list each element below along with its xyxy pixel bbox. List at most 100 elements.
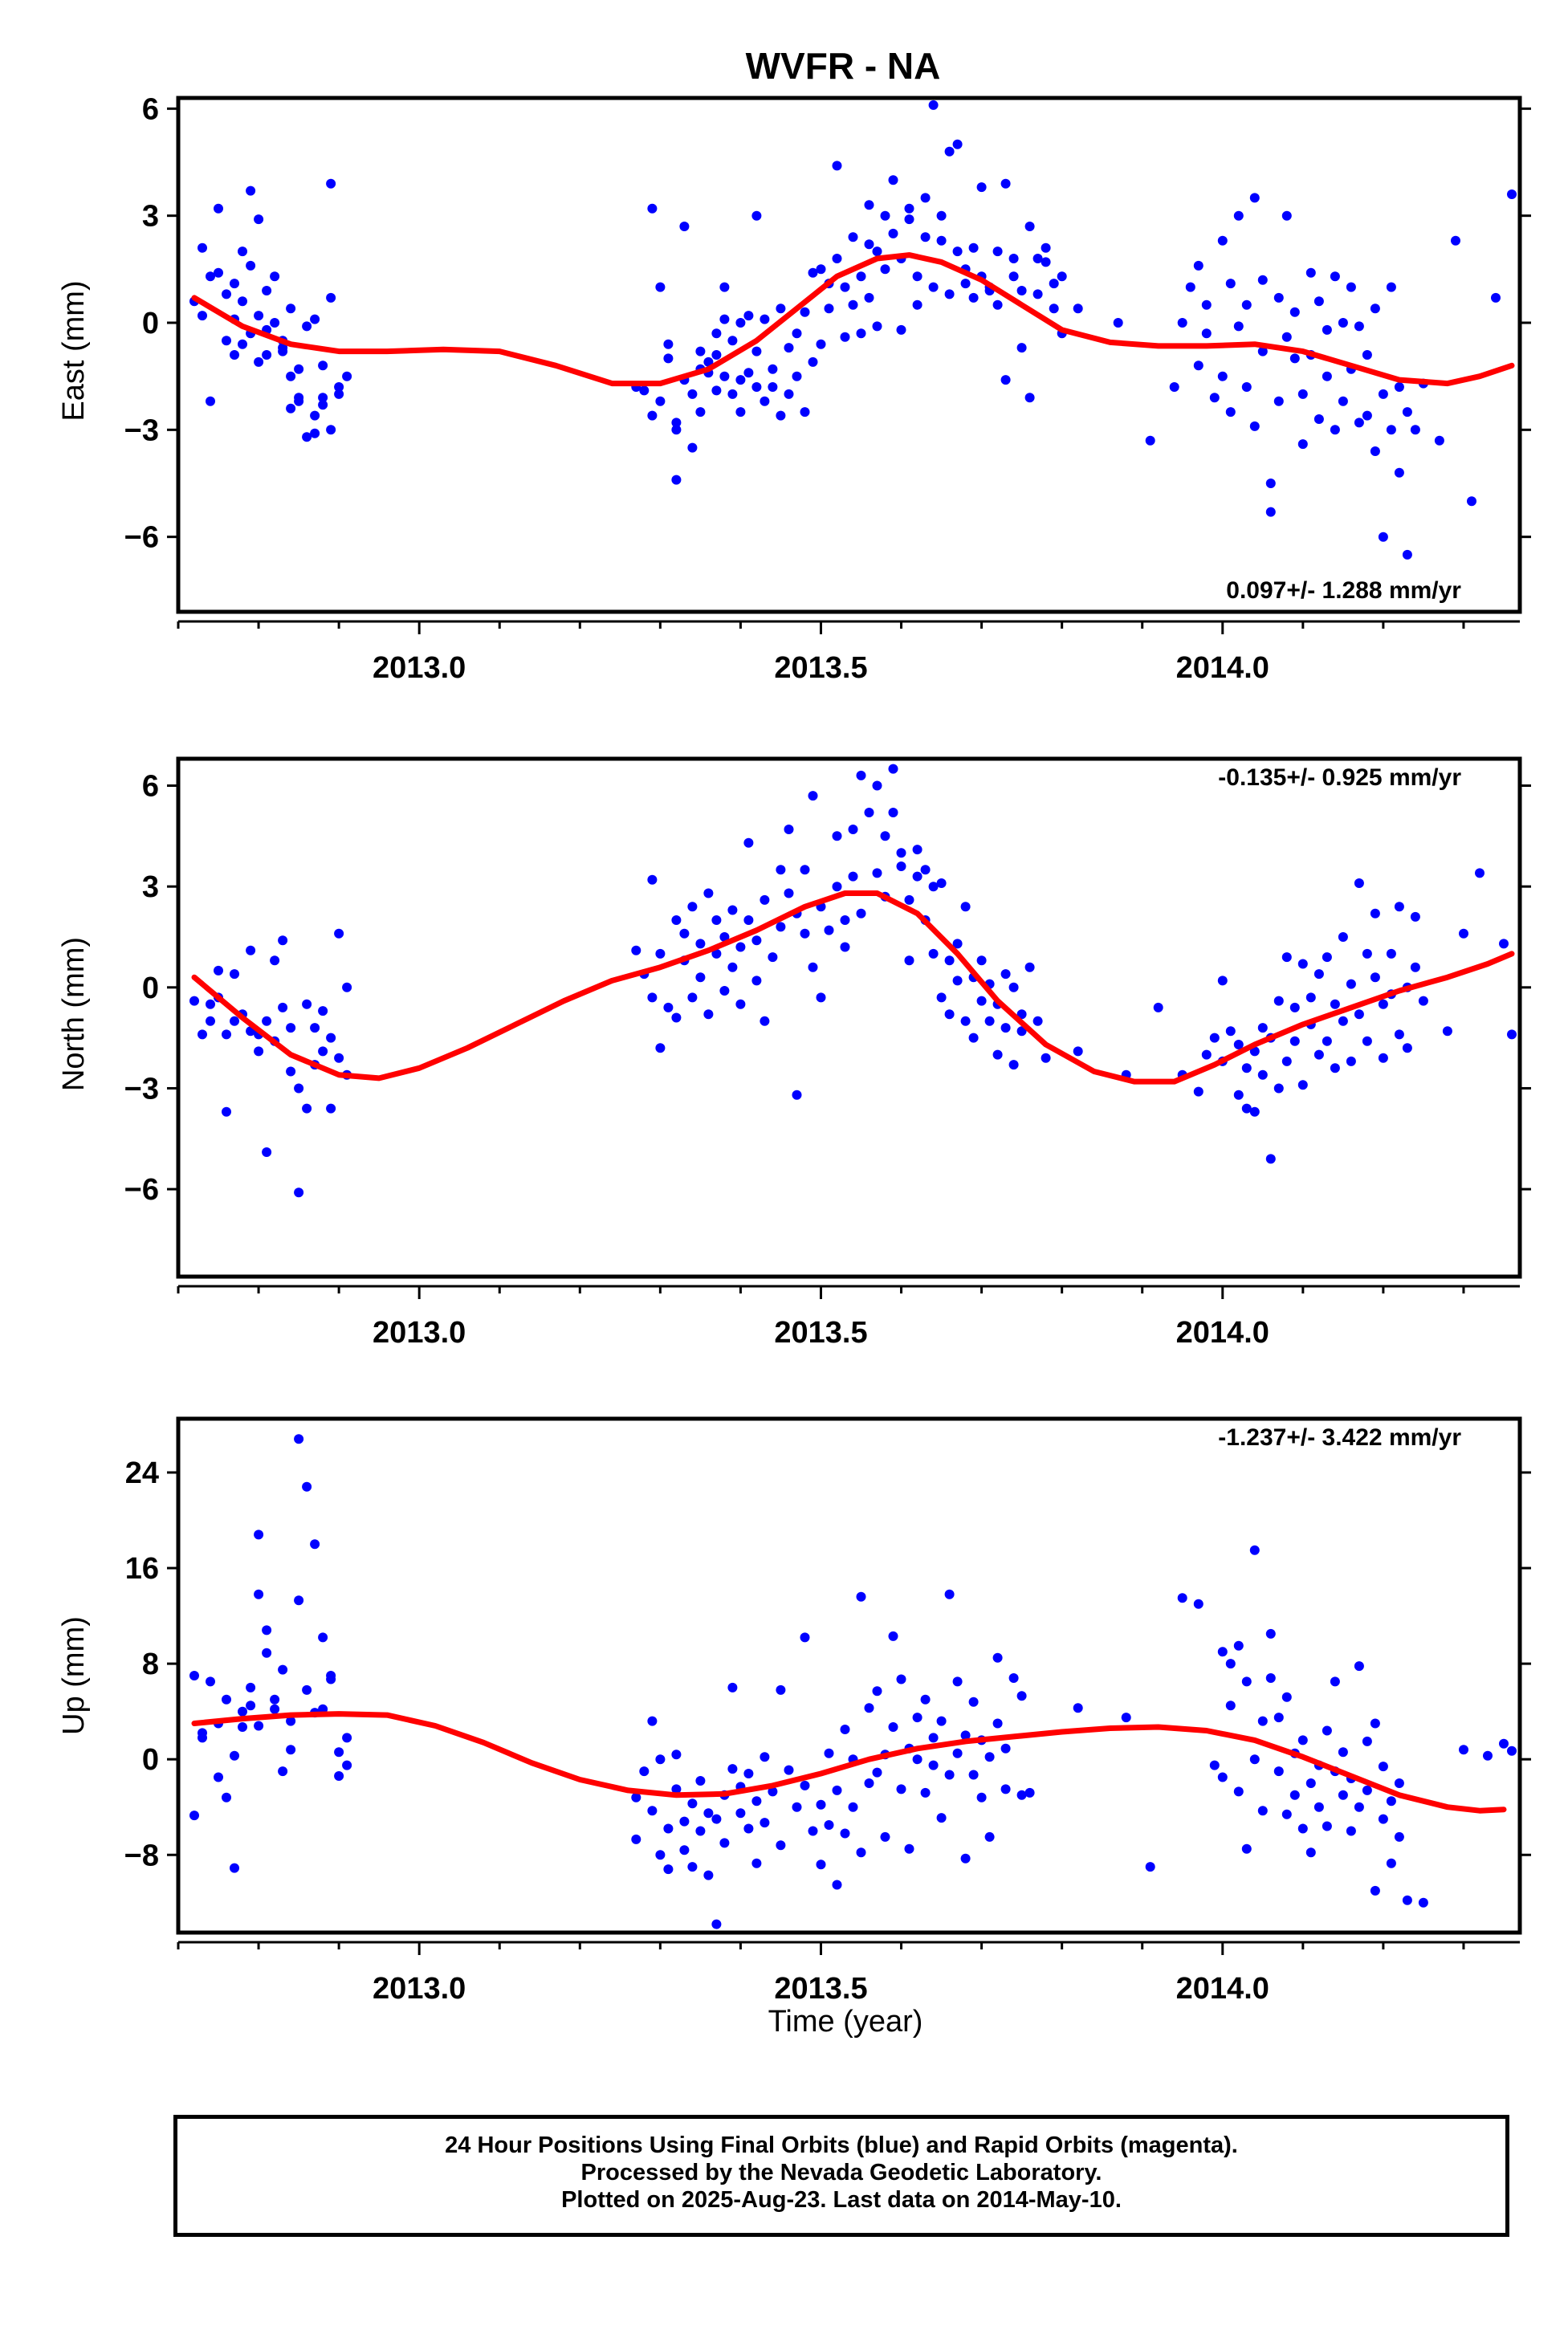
up-points [189, 1434, 1517, 1929]
up-data-point [735, 1808, 746, 1819]
east-data-point [1507, 189, 1517, 199]
east-data-point [326, 292, 336, 303]
east-data-point [784, 389, 794, 399]
up-data-point [1386, 1796, 1396, 1807]
up-data-point [711, 1814, 722, 1824]
up-data-point [663, 1823, 674, 1834]
up-data-point [936, 1813, 947, 1823]
east-data-point [1370, 303, 1380, 314]
north-data-point [735, 999, 746, 1009]
east-data-point [647, 203, 658, 214]
north-data-point [832, 831, 842, 841]
north-data-point [1338, 1016, 1348, 1026]
up-data-point [671, 1784, 682, 1794]
up-data-point [1000, 1743, 1011, 1754]
east-data-point [751, 382, 762, 392]
east-data-point [1257, 346, 1268, 356]
east-data-point [727, 389, 738, 399]
up-data-point [824, 1748, 834, 1758]
east-data-point [1338, 318, 1348, 328]
east-data-point [751, 346, 762, 356]
up-data-point [278, 1664, 288, 1675]
east-data-point [1451, 235, 1460, 246]
up-data-point [944, 1770, 955, 1780]
north-data-point [1249, 1106, 1260, 1117]
east-data-point [230, 350, 239, 360]
east-data-point [1016, 286, 1027, 295]
north-data-point [310, 1023, 320, 1033]
up-data-point [960, 1853, 971, 1864]
north-data-point [1346, 979, 1356, 989]
east-data-point [198, 311, 207, 321]
east-data-point [1265, 507, 1276, 517]
east-data-point [1113, 318, 1123, 328]
north-data-point [671, 1012, 682, 1023]
north-data-point [784, 888, 794, 898]
up-data-point [246, 1682, 256, 1693]
up-data-point [222, 1792, 231, 1802]
east-data-point [206, 271, 215, 282]
up-data-point [1297, 1735, 1308, 1745]
north-data-point [1499, 939, 1509, 949]
east-data-point [1305, 267, 1316, 278]
north-ytick-label: −3 [124, 1072, 159, 1106]
east-data-point [1467, 496, 1476, 507]
up-data-point [1257, 1716, 1268, 1726]
up-data-point [1394, 1778, 1404, 1788]
up-data-point [1209, 1760, 1220, 1770]
east-data-point [760, 396, 770, 406]
north-ytick-label: 0 [142, 972, 159, 1005]
east-panel: East (mm) 0.097+/- 1.288 mm/yr [57, 280, 1461, 604]
up-data-point [1265, 1628, 1276, 1639]
east-data-point [832, 161, 842, 171]
north-data-point [647, 992, 658, 1003]
east-data-point [711, 385, 722, 396]
up-data-point [912, 1713, 922, 1723]
east-data-point [214, 203, 223, 214]
up-data-point [1297, 1823, 1308, 1834]
north-ytick-label: 3 [142, 870, 159, 904]
up-data-point [1225, 1701, 1236, 1711]
up-data-point [1402, 1895, 1412, 1905]
up-data-point [776, 1684, 786, 1695]
east-data-point [1394, 382, 1404, 392]
up-data-point [1305, 1778, 1316, 1788]
north-data-point [888, 808, 898, 817]
north-data-point [334, 1053, 344, 1063]
up-data-point [1193, 1599, 1203, 1609]
up-data-point [302, 1684, 312, 1695]
north-data-point [1032, 1016, 1043, 1026]
north-data-point [294, 1187, 304, 1198]
up-data-point [984, 1752, 995, 1762]
up-data-point [703, 1870, 714, 1880]
east-fit-line [191, 252, 1515, 387]
north-data-point [768, 952, 778, 963]
north-data-point [1209, 1033, 1220, 1043]
east-data-point [808, 356, 818, 367]
north-data-point [808, 962, 818, 972]
up-data-point [278, 1766, 288, 1777]
east-data-point [832, 254, 842, 263]
up-data-point [1241, 1676, 1252, 1687]
east-data-point [310, 314, 320, 324]
north-data-point [960, 1016, 971, 1026]
east-data-point [326, 178, 336, 189]
up-data-point [1273, 1713, 1284, 1723]
east-data-point [792, 371, 802, 381]
up-data-point [302, 1481, 312, 1492]
east-data-point [848, 299, 858, 310]
east-data-point [1233, 210, 1244, 221]
east-data-point [808, 267, 818, 278]
up-data-point [310, 1539, 320, 1550]
east-data-point [671, 418, 682, 428]
north-data-point [1257, 1023, 1268, 1033]
up-ytick-label: 16 [125, 1552, 159, 1586]
up-data-point [334, 1747, 344, 1758]
east-data-point [1024, 393, 1035, 403]
north-data-point [1225, 1026, 1236, 1037]
up-data-point [880, 1831, 890, 1842]
east-data-point [1217, 371, 1228, 381]
north-data-point [262, 1147, 272, 1157]
east-data-point [206, 396, 215, 406]
east-data-point [1145, 435, 1155, 446]
